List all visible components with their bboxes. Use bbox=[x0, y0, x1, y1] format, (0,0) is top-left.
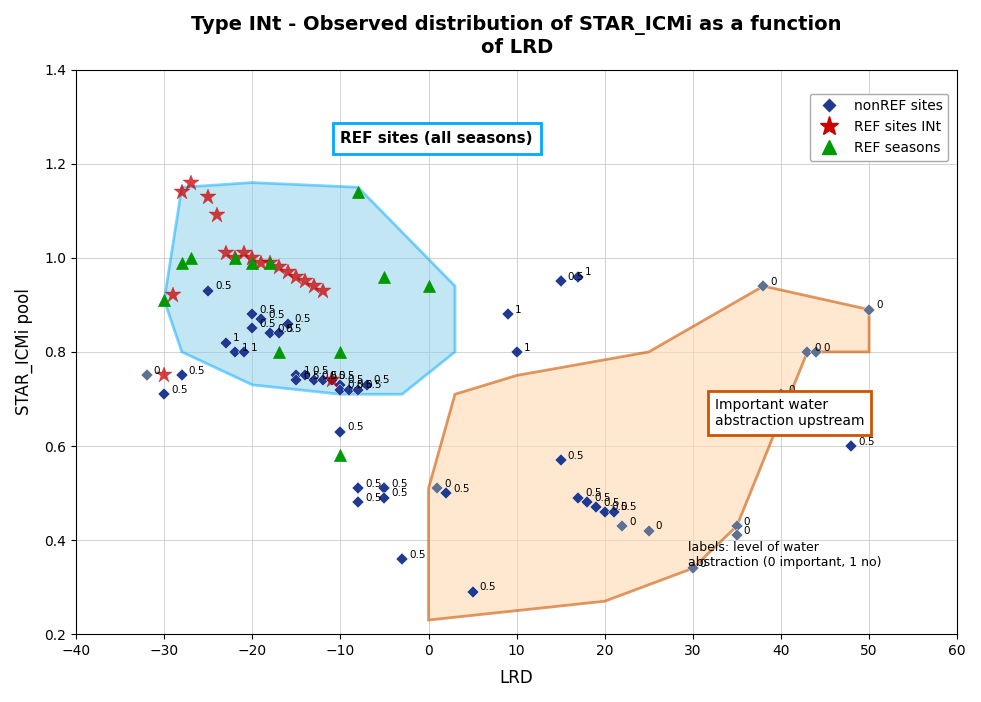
Text: 0.5: 0.5 bbox=[391, 479, 408, 489]
Text: 0.5: 0.5 bbox=[453, 484, 470, 494]
Text: 0.5: 0.5 bbox=[338, 371, 355, 380]
Text: 0.5: 0.5 bbox=[365, 479, 382, 489]
Text: 1: 1 bbox=[241, 343, 248, 352]
Text: 1: 1 bbox=[524, 343, 530, 352]
Text: 0.5: 0.5 bbox=[268, 310, 284, 319]
Text: 0.5: 0.5 bbox=[356, 380, 373, 390]
Polygon shape bbox=[429, 286, 869, 620]
Text: 0.5: 0.5 bbox=[568, 272, 584, 282]
Text: 1: 1 bbox=[303, 366, 310, 376]
Text: 0.5: 0.5 bbox=[603, 498, 619, 508]
Text: 1: 1 bbox=[586, 267, 592, 277]
Text: 0.5: 0.5 bbox=[586, 489, 601, 498]
Text: 0.5: 0.5 bbox=[330, 371, 346, 380]
Text: 1: 1 bbox=[515, 305, 522, 315]
Text: 0: 0 bbox=[444, 479, 451, 489]
Text: 0.5: 0.5 bbox=[259, 305, 276, 315]
Text: 0: 0 bbox=[788, 399, 795, 409]
Legend: nonREF sites, REF sites INt, REF seasons: nonREF sites, REF sites INt, REF seasons bbox=[809, 93, 949, 161]
Text: 0: 0 bbox=[788, 385, 795, 395]
X-axis label: LRD: LRD bbox=[499, 669, 534, 687]
Text: 0: 0 bbox=[797, 409, 803, 418]
Text: 0.5: 0.5 bbox=[365, 493, 382, 503]
Text: 0: 0 bbox=[876, 300, 883, 310]
Text: 0.5: 0.5 bbox=[312, 366, 329, 376]
Text: 0.5: 0.5 bbox=[621, 503, 637, 512]
Text: 0.5: 0.5 bbox=[365, 380, 382, 390]
Y-axis label: STAR_ICMi pool: STAR_ICMi pool bbox=[15, 289, 33, 416]
Text: 1: 1 bbox=[232, 333, 239, 343]
Text: 0: 0 bbox=[630, 517, 636, 526]
Text: labels: level of water
abstraction (0 important, 1 no): labels: level of water abstraction (0 im… bbox=[689, 541, 882, 569]
Text: 0.5: 0.5 bbox=[568, 451, 584, 461]
Text: 0.5: 0.5 bbox=[858, 437, 875, 446]
Title: Type INt - Observed distribution of STAR_ICMi as a function
of LRD: Type INt - Observed distribution of STAR… bbox=[191, 15, 842, 57]
Text: 0.5: 0.5 bbox=[391, 489, 408, 498]
Text: 0.5: 0.5 bbox=[188, 366, 205, 376]
Text: 0: 0 bbox=[655, 522, 662, 531]
Text: 0: 0 bbox=[744, 517, 750, 526]
Text: 0: 0 bbox=[699, 559, 706, 569]
Text: 0.5: 0.5 bbox=[347, 380, 364, 390]
Text: 0.5: 0.5 bbox=[294, 314, 311, 324]
Polygon shape bbox=[164, 183, 455, 395]
Text: 0.5: 0.5 bbox=[480, 583, 496, 592]
Text: Important water
abstraction upstream: Important water abstraction upstream bbox=[715, 398, 864, 428]
Text: 0.5: 0.5 bbox=[594, 493, 610, 503]
Text: 0.5: 0.5 bbox=[303, 371, 320, 380]
Text: 0.5: 0.5 bbox=[285, 324, 302, 333]
Text: REF sites (all seasons): REF sites (all seasons) bbox=[340, 131, 533, 146]
Text: 0: 0 bbox=[814, 343, 821, 352]
Text: 0.5: 0.5 bbox=[321, 371, 337, 380]
Text: 0: 0 bbox=[744, 526, 750, 536]
Text: 0.5: 0.5 bbox=[409, 550, 426, 559]
Text: 0.5: 0.5 bbox=[215, 282, 232, 291]
Text: 0: 0 bbox=[823, 343, 830, 352]
Text: 0.5: 0.5 bbox=[259, 319, 276, 329]
Text: 0.5: 0.5 bbox=[277, 324, 293, 333]
Text: 0: 0 bbox=[154, 366, 160, 376]
Text: 0.5: 0.5 bbox=[374, 376, 390, 385]
Text: 0: 0 bbox=[770, 277, 777, 286]
Text: 0.5: 0.5 bbox=[171, 385, 187, 395]
Text: 0.5: 0.5 bbox=[347, 423, 364, 432]
Text: 0.5: 0.5 bbox=[612, 503, 628, 512]
Text: 0.5: 0.5 bbox=[347, 376, 364, 385]
Text: 1: 1 bbox=[250, 343, 257, 352]
